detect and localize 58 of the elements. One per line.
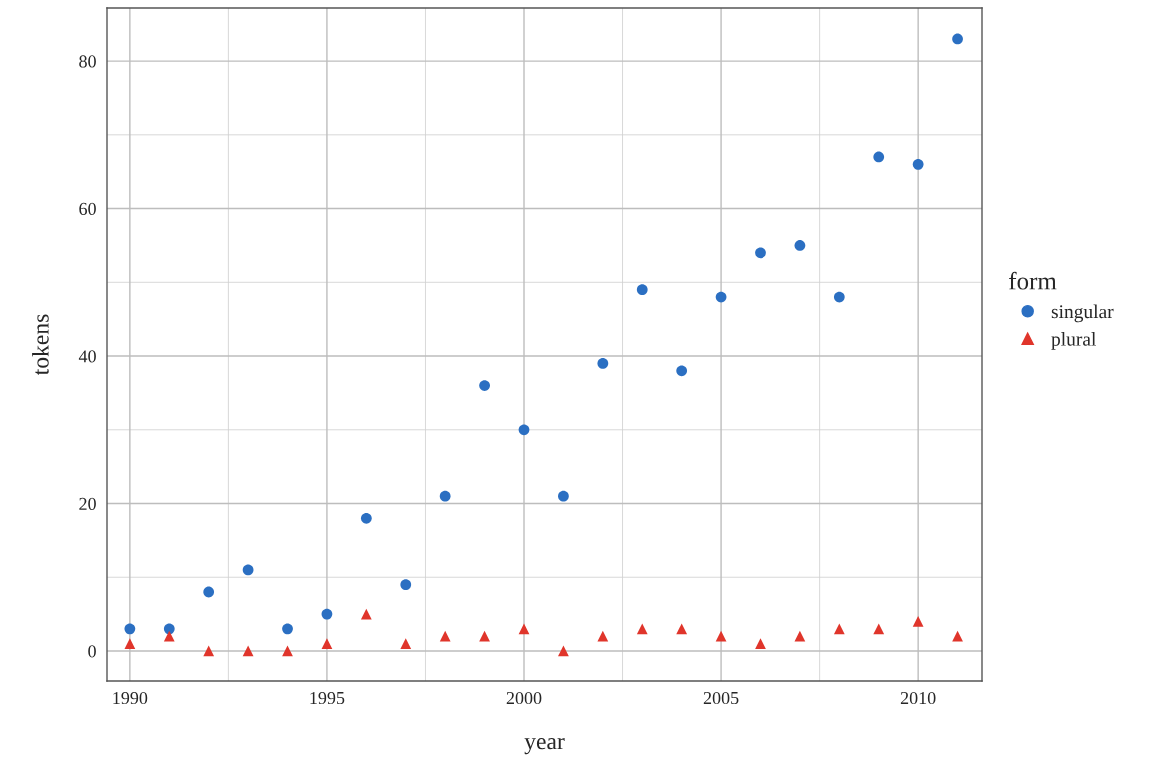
point — [597, 630, 609, 642]
point — [833, 623, 845, 635]
point — [242, 564, 254, 576]
point — [439, 490, 451, 502]
point — [321, 638, 333, 649]
point — [636, 284, 648, 296]
point — [282, 623, 293, 635]
y-tick-label: 0 — [88, 645, 96, 658]
point — [439, 630, 451, 642]
x-tick-label: 2010 — [900, 691, 936, 705]
x-axis-title: year — [524, 737, 565, 755]
point — [518, 623, 530, 635]
y-tick-label: 20 — [79, 497, 96, 510]
point — [360, 512, 372, 524]
x-tick-label: 2005 — [703, 691, 739, 705]
point — [203, 645, 215, 657]
point — [400, 638, 412, 649]
point — [242, 645, 254, 657]
point — [676, 623, 688, 635]
x-tick-label: 2000 — [506, 691, 542, 705]
point — [321, 608, 333, 620]
point — [124, 638, 136, 649]
legend-title: form — [1009, 271, 1057, 290]
y-tick-label: 80 — [79, 55, 96, 68]
point — [163, 623, 175, 635]
point — [912, 616, 924, 627]
point — [873, 623, 885, 635]
point — [124, 623, 136, 635]
point — [558, 490, 569, 502]
point — [755, 638, 766, 649]
point — [518, 424, 530, 436]
point — [912, 158, 924, 170]
point — [755, 247, 766, 259]
y-tick-label: 40 — [78, 350, 96, 363]
point — [952, 630, 963, 642]
x-tick-label: 1995 — [310, 691, 345, 705]
legend-label: singular — [1051, 304, 1114, 323]
point — [952, 33, 963, 45]
legend-label: plural — [1051, 332, 1096, 350]
point — [715, 630, 727, 642]
point — [873, 151, 885, 163]
point — [676, 365, 688, 377]
y-tick-label: 60 — [79, 202, 96, 216]
point — [479, 380, 490, 391]
point — [597, 358, 609, 369]
point — [794, 240, 806, 251]
point — [558, 645, 569, 657]
point — [400, 579, 412, 590]
y-axis-title: tokens — [32, 314, 49, 376]
point — [163, 630, 175, 642]
point — [360, 608, 372, 620]
point — [203, 586, 215, 598]
point — [833, 291, 845, 303]
point — [715, 291, 727, 303]
point — [794, 630, 806, 642]
x-tick-label: 1990 — [113, 691, 148, 705]
point — [636, 623, 648, 635]
point — [479, 630, 490, 642]
